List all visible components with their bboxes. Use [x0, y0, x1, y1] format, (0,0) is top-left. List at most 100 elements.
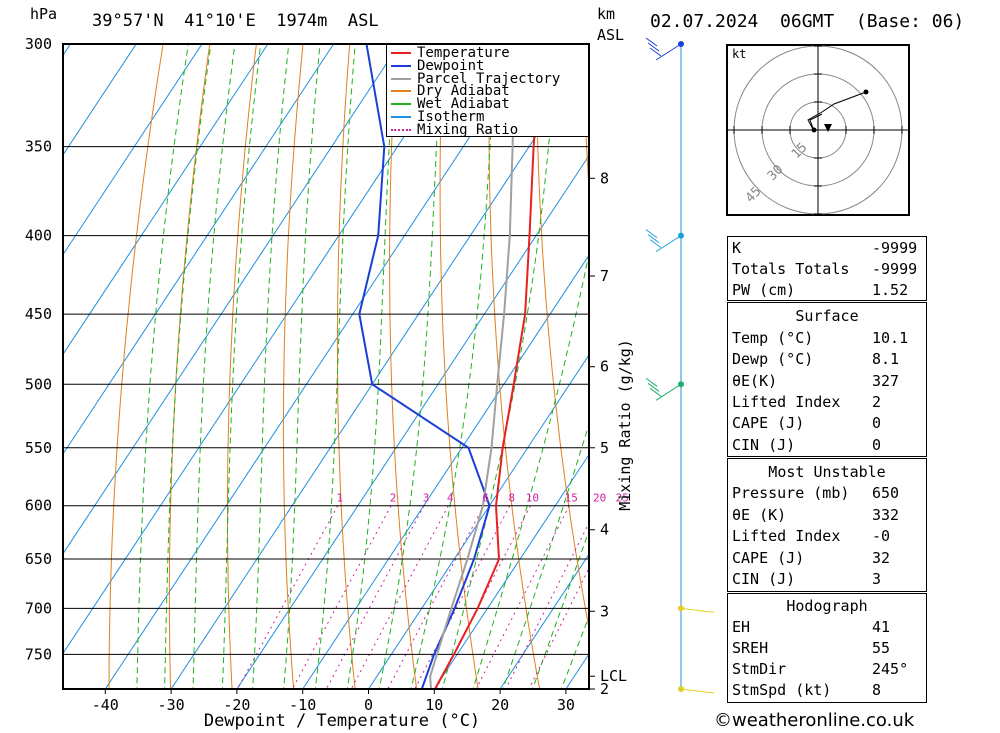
mixing-ratio-axis-title: Mixing Ratio (g/kg) — [616, 339, 634, 511]
mu-value: -0 — [872, 527, 891, 545]
surface-label: Temp (°C) — [732, 329, 814, 347]
pressure-tick-label: 450 — [25, 305, 52, 323]
dry-adiabat-line — [282, 44, 304, 689]
legend-label: Parcel Trajectory — [417, 70, 561, 87]
legend-item: Dry Adiabat — [391, 84, 510, 98]
hodo-label: StmSpd (kt) — [732, 681, 832, 699]
mu-value: 332 — [872, 506, 900, 524]
legend-item: Dewpoint — [391, 57, 485, 74]
temperature-tick-label: -10 — [289, 696, 316, 714]
legend-item: Temperature — [391, 45, 510, 61]
surface-label: Lifted Index — [732, 393, 841, 411]
wet-adiabat-line — [221, 44, 262, 689]
pressure-tick-label: 750 — [25, 645, 52, 663]
isotherm-line — [0, 44, 5, 689]
wind-barb-feather — [647, 234, 660, 244]
index-label: Totals Totals — [732, 260, 850, 278]
isotherm-line — [170, 54, 589, 689]
x-axis-title: Dewpoint / Temperature (°C) — [204, 711, 480, 731]
legend-swatch — [391, 128, 411, 131]
legend-swatch — [391, 103, 411, 106]
mixing-ratio-line — [414, 505, 511, 689]
mu-label: Pressure (mb) — [732, 484, 850, 502]
height-tick-label: 5 — [600, 439, 609, 457]
isotherm-line — [499, 553, 589, 689]
isotherm-line — [368, 354, 589, 689]
wind-barb-feather — [645, 377, 658, 387]
wind-barb-feather — [647, 42, 660, 52]
mixing-ratio-line — [528, 567, 589, 689]
legend-label: Mixing Ratio — [417, 121, 519, 138]
wet-adiabat-line — [136, 44, 189, 689]
copyright-footer: ©weatheronline.co.uk — [714, 710, 915, 731]
mu-value: 3 — [872, 570, 882, 588]
isotherm-line — [63, 44, 400, 555]
dry-adiabat-line — [227, 44, 257, 689]
mixing-ratio-label: 20 — [593, 492, 606, 505]
wet-adiabat-line — [252, 44, 290, 689]
mixing-ratio-label: 1 — [336, 492, 343, 505]
mu-label: Lifted Index — [732, 527, 841, 545]
pressure-tick-label: 500 — [25, 375, 52, 393]
legend-swatch — [391, 77, 411, 80]
height-tick-label: 7 — [600, 267, 609, 285]
hodo-value: 8 — [872, 681, 882, 699]
most-unstable-title: Most Unstable — [768, 463, 886, 481]
temperature-tick-label: -20 — [223, 696, 250, 714]
storm-motion-marker — [824, 124, 832, 132]
temperature-tick-label: 20 — [491, 696, 509, 714]
wet-adiabat-line — [502, 422, 589, 689]
plot-frame — [62, 43, 590, 690]
pressure-tick-label: 400 — [25, 227, 52, 245]
mu-value: 32 — [872, 549, 891, 567]
legend-item: Mixing Ratio — [391, 121, 519, 138]
location-title: 39°57'N 41°10'E 1974m ASL — [92, 11, 379, 31]
hodo-label: EH — [732, 618, 751, 636]
pressure-tick-label: 550 — [25, 439, 52, 457]
height-tick-label: 6 — [600, 358, 609, 376]
hodograph: kt 15 30 45 — [726, 44, 910, 216]
isotherm-line — [63, 44, 137, 156]
legend-swatch — [391, 116, 411, 118]
wind-barb — [655, 383, 682, 401]
mixing-ratio-label: 25 — [616, 492, 629, 505]
wet-adiabat-line — [283, 44, 321, 689]
wet-adiabat-line — [441, 44, 558, 689]
hodo-label: StmDir — [732, 660, 787, 678]
mixing-ratio-label: 15 — [565, 492, 578, 505]
dry-adiabat-line — [630, 44, 725, 689]
wet-adiabat-line — [531, 529, 589, 689]
surface-value: 327 — [872, 372, 900, 390]
mu-label: CAPE (J) — [732, 549, 805, 567]
wet-adiabat-line — [410, 44, 496, 689]
wind-barb — [655, 235, 682, 253]
wind-barb-feather — [647, 382, 660, 392]
index-value: -9999 — [872, 260, 918, 278]
isotherm-line — [63, 44, 203, 256]
legend-swatch — [391, 64, 411, 67]
hodo-label: SREH — [732, 639, 769, 657]
legend-item: Isotherm — [391, 110, 484, 124]
isotherm-line — [302, 254, 589, 689]
index-label: PW (cm) — [732, 281, 796, 299]
wet-adiabat-line — [314, 44, 356, 689]
mixing-ratio-label: 2 — [390, 492, 397, 505]
index-value: 1.52 — [872, 281, 909, 299]
mixing-ratio-line — [325, 505, 425, 689]
legend-label: Temperature — [417, 45, 510, 61]
dry-adiabat-line — [535, 44, 589, 631]
dry-adiabat-line — [389, 44, 418, 689]
mixing-ratio-label: 6 — [482, 492, 489, 505]
temperature-tick-label: 0 — [364, 696, 373, 714]
temperature-tick-label: -40 — [92, 696, 119, 714]
height-tick-label: LCL — [600, 667, 627, 685]
pressure-tick-label: 650 — [25, 550, 52, 568]
surface-label: CIN (J) — [732, 436, 796, 454]
wind-barb — [655, 43, 682, 61]
surface-label: Dewp (°C) — [732, 350, 814, 368]
hodograph-table-title: Hodograph — [786, 597, 868, 615]
surface-title: Surface — [795, 307, 859, 325]
wind-barb — [680, 607, 715, 613]
legend-label: Dewpoint — [417, 57, 485, 74]
wet-adiabat-line — [346, 44, 396, 689]
